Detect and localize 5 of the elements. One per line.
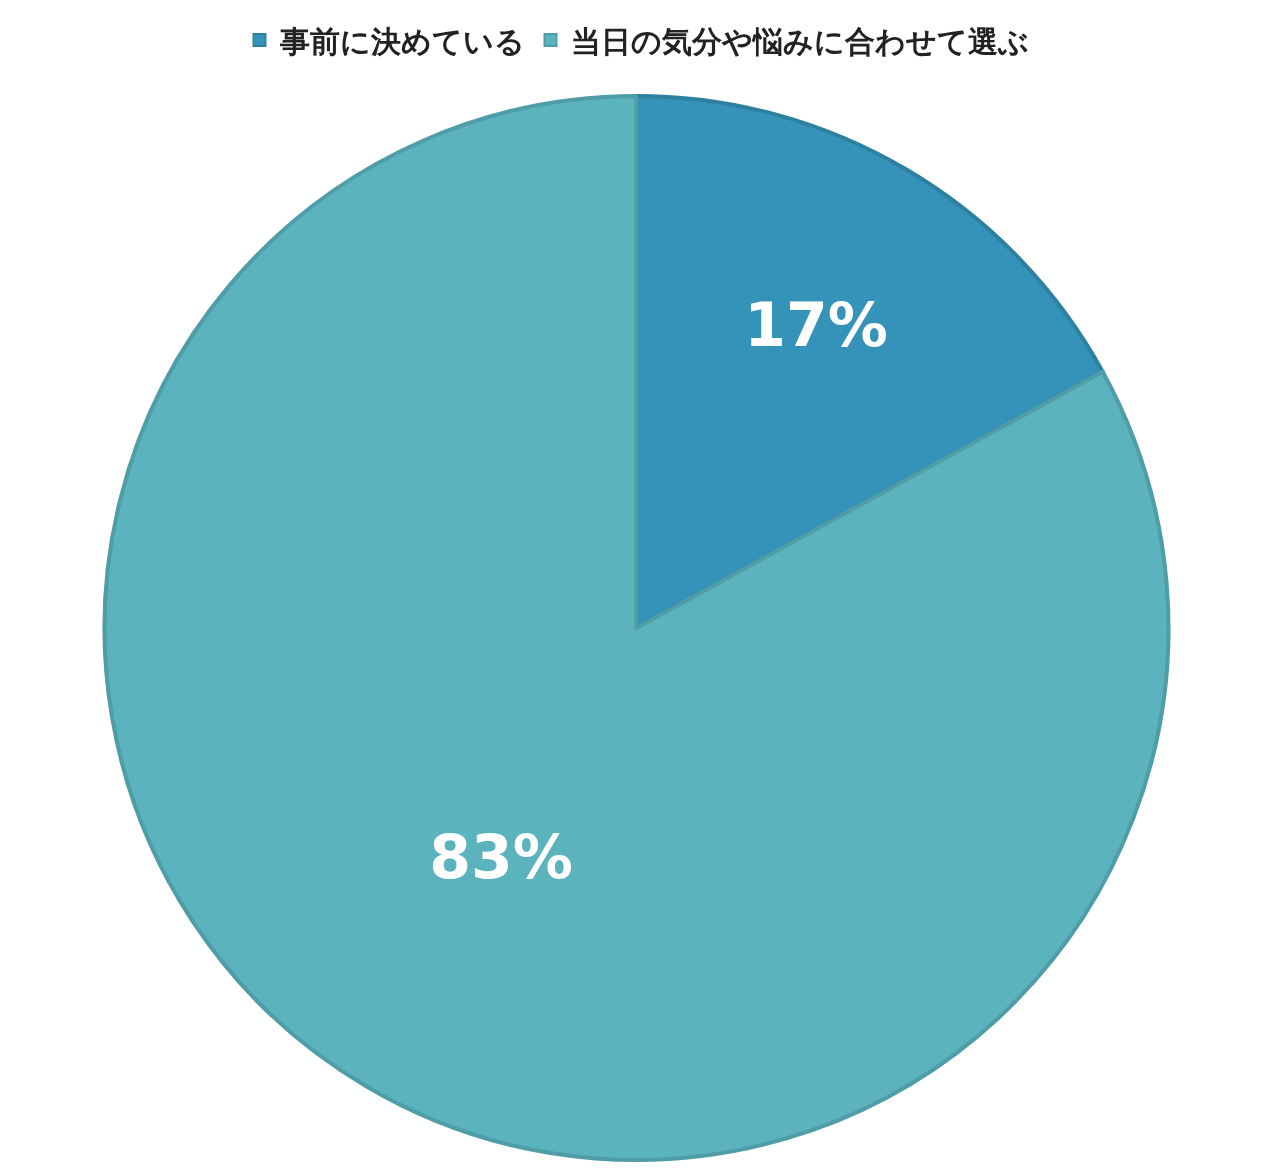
pie-slice	[103, 94, 1171, 1162]
data-label: 83%	[429, 821, 573, 892]
data-label: 17%	[744, 289, 888, 360]
legend-label: 事前に決めている	[278, 23, 525, 59]
legend-label: 当日の気分や悩みに合わせて選ぶ	[570, 23, 1029, 59]
